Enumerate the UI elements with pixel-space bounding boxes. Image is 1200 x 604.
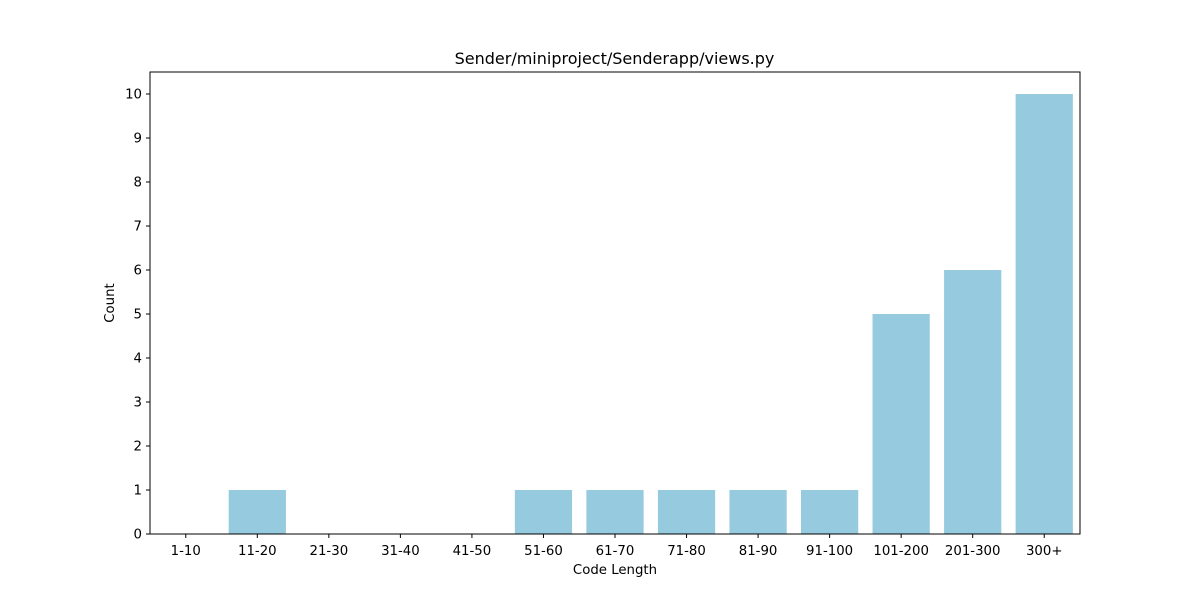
x-tick-label: 51-60: [524, 544, 563, 559]
y-tick-label: 1: [134, 484, 142, 499]
y-tick-label: 6: [134, 264, 142, 279]
bar-11-20: [228, 490, 286, 534]
x-tick-label: 11-20: [238, 544, 277, 559]
y-tick-label: 5: [134, 308, 142, 323]
bars-group: [228, 94, 1073, 534]
bar-61-70: [586, 490, 644, 534]
y-axis-label: Count: [103, 283, 118, 323]
bar-71-80: [657, 490, 716, 534]
y-tick-label: 2: [134, 440, 142, 455]
plot-frame: [149, 71, 1081, 535]
x-tick-label: 41-50: [453, 544, 492, 559]
x-tick-label: 91-100: [806, 544, 853, 559]
y-tick-label: 8: [134, 176, 142, 191]
y-tick-label: 7: [134, 220, 142, 235]
chart-title: Sender/miniproject/Senderapp/views.py: [455, 49, 775, 68]
bar-101-200: [872, 314, 930, 534]
x-tick-label: 201-300: [945, 544, 1001, 559]
bar-51-60: [514, 490, 573, 534]
bar-81-90: [729, 490, 787, 534]
bar-300+: [1015, 94, 1073, 534]
y-tick-label: 10: [125, 88, 142, 103]
bar-201-300: [944, 270, 1002, 534]
x-axis-ticks: 1-10 11-20 21-30 31-40 41-50 51-60 61-70 71-80 8…: [171, 534, 1063, 559]
y-tick-label: 3: [134, 396, 142, 411]
y-tick-label: 0: [134, 528, 142, 543]
bar-91-100: [801, 490, 859, 534]
x-tick-label: 71-80: [667, 544, 706, 559]
y-axis-ticks: 0 1 2 3 4 5 6 7 8 9 10: [125, 88, 150, 543]
x-tick-label: 81-90: [739, 544, 778, 559]
x-tick-label: 101-200: [873, 544, 929, 559]
y-tick-label: 4: [134, 352, 142, 367]
x-axis-label: Code Length: [573, 563, 657, 578]
y-tick-label: 9: [134, 132, 142, 147]
x-tick-label: 31-40: [381, 544, 420, 559]
x-tick-label: 61-70: [596, 544, 635, 559]
x-tick-label: 300+: [1026, 544, 1063, 559]
x-tick-label: 1-10: [171, 544, 201, 559]
x-tick-label: 21-30: [310, 544, 349, 559]
